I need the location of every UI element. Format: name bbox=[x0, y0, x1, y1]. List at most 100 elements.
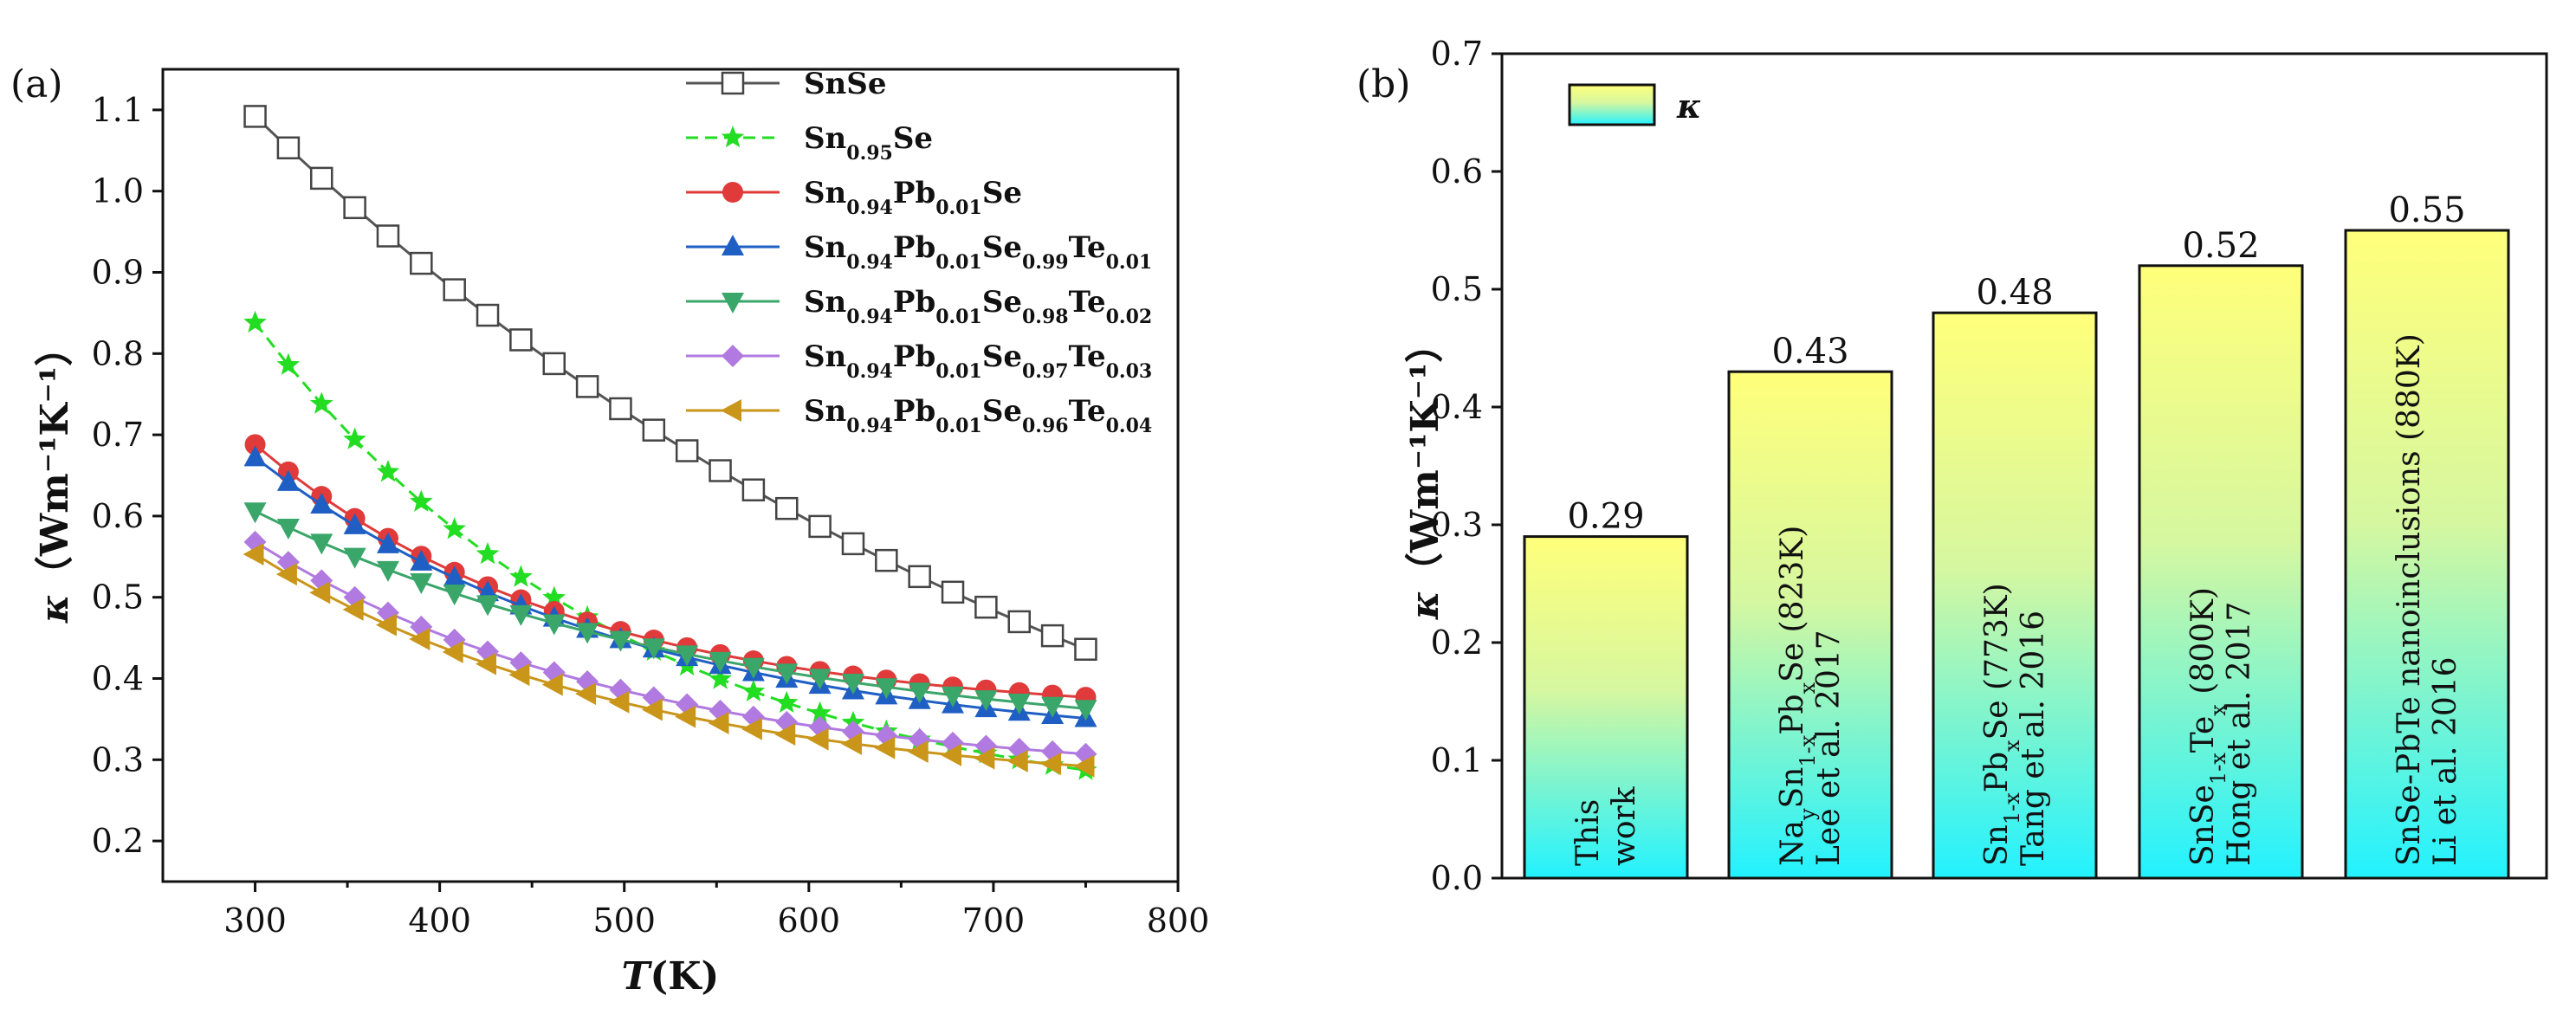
series-4-point-16 bbox=[775, 663, 799, 685]
legend-item-2: Sn0.94Pb0.01Se bbox=[686, 176, 1022, 219]
legend-label-kappa: κ bbox=[1676, 87, 1701, 126]
legend-item-4: Sn0.94Pb0.01Se0.98Te0.02 bbox=[686, 285, 1152, 328]
series-4-point-13 bbox=[676, 645, 699, 667]
series-4-point-11 bbox=[609, 630, 632, 652]
series-1-point-14 bbox=[709, 667, 732, 689]
series-6-point-13 bbox=[675, 705, 696, 728]
legend-marker-6 bbox=[721, 399, 741, 422]
legend-label-6: Sn0.94Pb0.01Se0.96Te0.04 bbox=[804, 394, 1152, 437]
bar-category-label-0-line-1: work bbox=[1607, 785, 1642, 866]
series-1-point-17 bbox=[808, 701, 832, 723]
legend-item-6: Sn0.94Pb0.01Se0.96Te0.04 bbox=[686, 394, 1152, 437]
series-4-point-17 bbox=[808, 669, 832, 690]
series-6-point-25 bbox=[1073, 754, 1095, 778]
series-4-point-14 bbox=[709, 651, 732, 673]
series-0-point-15 bbox=[741, 478, 766, 501]
bar-category-label-0-line-1-part-0: work bbox=[1607, 785, 1642, 866]
y-tick-label-0.5: 0.5 bbox=[92, 578, 144, 617]
panel-a-x-axis-symbol: T bbox=[622, 954, 653, 998]
legend-label-6-part-5: 0.96 bbox=[1022, 415, 1069, 437]
series-6-point-0 bbox=[243, 542, 264, 565]
bar-category-label-3-line-1: Hong et al. 2017 bbox=[2222, 602, 2257, 866]
b-y-tick-label-0.6: 0.6 bbox=[1431, 152, 1483, 191]
series-0-point-8 bbox=[509, 328, 533, 352]
bar-category-label-1-line-0-part-4: Pb bbox=[1775, 694, 1810, 734]
bar-category-label-2-line-0-part-4: Se (773K) bbox=[1979, 583, 2015, 740]
series-0-point-9 bbox=[542, 352, 566, 376]
bar-category-label-2-line-0-part-3: x bbox=[2000, 740, 2024, 752]
series-6-point-19 bbox=[874, 736, 896, 759]
legend-label-6-part-2: Pb bbox=[893, 394, 935, 429]
x-tick-label-800: 800 bbox=[1147, 901, 1210, 940]
bar-value-label-0: 0.29 bbox=[1567, 497, 1644, 537]
series-5-point-19 bbox=[875, 724, 898, 747]
legend-label-3-part-4: Se bbox=[982, 230, 1022, 265]
legend-label-5-part-5: 0.97 bbox=[1022, 360, 1069, 383]
bar-category-label-4-line-1-part-0: Li et al. 2016 bbox=[2428, 656, 2463, 866]
series-6-point-16 bbox=[774, 722, 796, 746]
bar-value-label-4: 0.55 bbox=[2388, 191, 2465, 230]
bar-group-0: 0.29 This work bbox=[1523, 497, 1689, 880]
bar-group-4: 0.55 SnSe-PbTe nanoinclusions (880K) Li et… bbox=[2344, 191, 2510, 880]
series-4-point-3 bbox=[343, 547, 366, 569]
legend-label-6-part-4: Se bbox=[982, 394, 1022, 429]
series-6-point-11 bbox=[608, 690, 630, 714]
b-y-tick-label-0.4: 0.4 bbox=[1431, 388, 1483, 426]
y-tick-label-0.4: 0.4 bbox=[92, 660, 144, 698]
bar-value-label-1: 0.43 bbox=[1771, 332, 1848, 372]
series-0-point-11 bbox=[609, 397, 632, 421]
legend-label-4-part-6: Te bbox=[1069, 285, 1106, 320]
panel-b-axis-ticks: 0.0 0.1 0.2 0.3 0.4 0.5 0.6 0.7 bbox=[1431, 35, 1502, 897]
series-4-point-0 bbox=[243, 502, 267, 524]
bar-category-label-3-line-0: SnSe1-xTex (800K) bbox=[2185, 587, 2230, 866]
series-6-point-22 bbox=[974, 746, 995, 770]
series-0-point-2 bbox=[310, 166, 333, 191]
x-tick-label-300: 300 bbox=[223, 901, 287, 940]
series-0-point-13 bbox=[675, 439, 699, 462]
legend-label-2: Sn0.94Pb0.01Se bbox=[804, 176, 1022, 219]
legend-label-5: Sn0.94Pb0.01Se0.97Te0.03 bbox=[804, 339, 1152, 383]
legend-label-6-part-7: 0.04 bbox=[1106, 415, 1153, 437]
series-0-point-18 bbox=[841, 532, 865, 556]
bar-category-label-0-line-0-part-0: This bbox=[1570, 799, 1606, 866]
legend-item-5: Sn0.94Pb0.01Se0.97Te0.03 bbox=[686, 339, 1152, 383]
legend-label-3-part-5: 0.99 bbox=[1022, 251, 1069, 274]
series-0-point-5 bbox=[410, 251, 433, 275]
series-4-point-4 bbox=[376, 560, 399, 582]
series-3-point-3 bbox=[343, 513, 366, 534]
legend-label-3-part-7: 0.01 bbox=[1106, 251, 1153, 274]
panel-a-y-axis-symbol: κ bbox=[33, 594, 77, 624]
bar-1 bbox=[1727, 370, 1893, 880]
panel-b-legend: κ bbox=[1568, 83, 1701, 126]
series-3-point-0 bbox=[243, 445, 267, 467]
series-4-point-6 bbox=[443, 585, 466, 606]
b-y-tick-label-0.5: 0.5 bbox=[1431, 270, 1483, 308]
series-0-point-1 bbox=[276, 136, 301, 160]
legend-label-1-part-2: Se bbox=[893, 121, 933, 156]
series-6-point-12 bbox=[641, 698, 663, 721]
series-3-point-6 bbox=[443, 565, 466, 587]
bar-group-1: 0.43 NaySn1-xPbxSe (823K)Lee et al. 2017 bbox=[1727, 332, 1893, 880]
bar-value-label-2: 0.48 bbox=[1976, 273, 2053, 313]
legend-label-2-part-2: Pb bbox=[893, 176, 935, 210]
series-6-point-2 bbox=[309, 581, 331, 604]
series-4-point-5 bbox=[410, 572, 433, 594]
legend-label-2-part-1: 0.94 bbox=[846, 197, 893, 219]
series-3-point-4 bbox=[376, 532, 399, 553]
series-4-point-24 bbox=[1041, 696, 1065, 718]
series-0-point-7 bbox=[476, 303, 500, 327]
series-0-point-16 bbox=[774, 496, 799, 520]
series-0-point-12 bbox=[642, 418, 666, 442]
bar-category-label-3-line-0-part-3: x bbox=[2206, 704, 2230, 716]
legend-label-4-part-0: Sn bbox=[804, 285, 846, 320]
series-line-1 bbox=[254, 321, 1086, 772]
series-4-point-12 bbox=[642, 638, 665, 660]
series-2-point-0 bbox=[244, 434, 266, 456]
series-6-point-6 bbox=[442, 640, 463, 663]
series-0-point-25 bbox=[1074, 637, 1097, 661]
bar-category-label-3-line-1-part-0: Hong et al. 2017 bbox=[2222, 602, 2257, 866]
y-tick-label-0.7: 0.7 bbox=[92, 416, 144, 454]
legend-marker-1 bbox=[721, 126, 745, 148]
b-y-tick-label-0.3: 0.3 bbox=[1431, 506, 1483, 544]
